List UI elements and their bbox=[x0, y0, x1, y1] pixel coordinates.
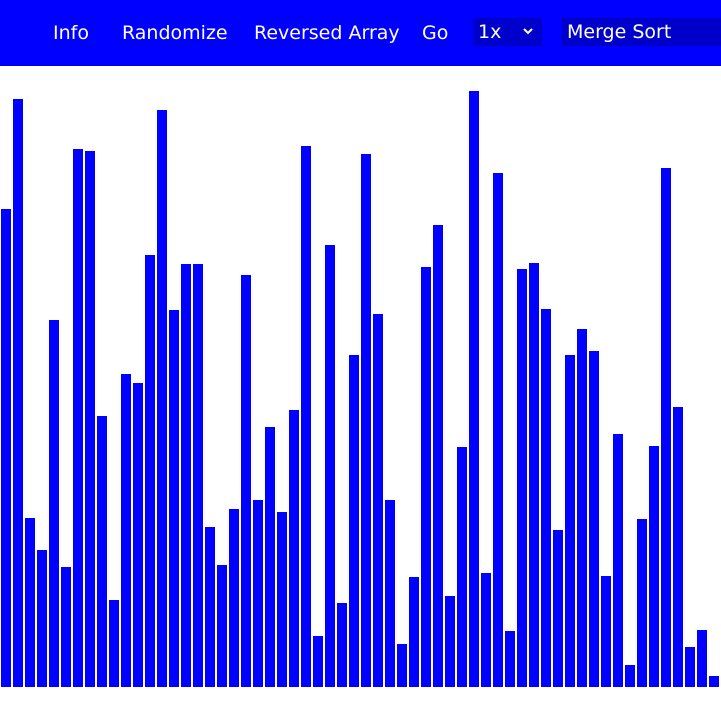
array-bar bbox=[517, 269, 527, 687]
array-bar bbox=[553, 530, 563, 687]
array-bar bbox=[529, 263, 539, 687]
bars-svg bbox=[1, 91, 719, 687]
array-bar bbox=[469, 91, 479, 687]
info-button[interactable]: Info bbox=[53, 22, 89, 44]
array-bar bbox=[97, 416, 107, 687]
array-bar bbox=[601, 576, 611, 687]
chevron-down-icon bbox=[523, 18, 533, 46]
speed-select[interactable]: 1x bbox=[473, 18, 542, 46]
array-bar bbox=[589, 351, 599, 687]
array-bar bbox=[73, 149, 83, 687]
array-bar bbox=[373, 314, 383, 687]
array-bar bbox=[661, 168, 671, 687]
array-bar bbox=[253, 500, 263, 687]
array-bar bbox=[301, 146, 311, 687]
array-bar bbox=[25, 518, 35, 687]
array-bar bbox=[409, 577, 419, 687]
array-bar bbox=[133, 383, 143, 687]
algorithm-select-value: Merge Sort bbox=[567, 21, 672, 43]
randomize-button[interactable]: Randomize bbox=[122, 22, 228, 44]
array-bar bbox=[145, 255, 155, 687]
speed-select-value: 1x bbox=[478, 21, 502, 43]
array-bar bbox=[241, 275, 251, 687]
array-bar bbox=[205, 527, 215, 687]
array-bar bbox=[217, 565, 227, 687]
array-bar bbox=[193, 264, 203, 687]
array-bar bbox=[337, 603, 347, 687]
algorithm-select[interactable]: Merge Sort bbox=[562, 18, 721, 46]
bar-visualization bbox=[0, 66, 721, 721]
array-bar bbox=[121, 374, 131, 687]
array-bar bbox=[421, 267, 431, 687]
array-bar bbox=[637, 519, 647, 687]
array-bar bbox=[397, 644, 407, 687]
array-bar bbox=[325, 245, 335, 687]
array-bar bbox=[277, 512, 287, 687]
array-bar bbox=[349, 355, 359, 687]
array-bar bbox=[445, 596, 455, 687]
reversed-array-button[interactable]: Reversed Array bbox=[254, 22, 400, 44]
array-bar bbox=[109, 600, 119, 687]
array-bar bbox=[49, 320, 59, 687]
array-bar bbox=[457, 447, 467, 687]
array-bar bbox=[541, 309, 551, 687]
array-bar bbox=[61, 567, 71, 687]
top-navbar: Info Randomize Reversed Array Go 1x Merg… bbox=[0, 0, 721, 66]
array-bar bbox=[649, 446, 659, 687]
array-bar bbox=[289, 410, 299, 687]
array-bar bbox=[505, 631, 515, 687]
array-bar bbox=[37, 550, 47, 687]
array-bar bbox=[577, 329, 587, 687]
array-bar bbox=[493, 173, 503, 687]
array-bar bbox=[613, 434, 623, 687]
go-button[interactable]: Go bbox=[422, 22, 449, 44]
array-bar bbox=[181, 264, 191, 687]
array-bar bbox=[385, 500, 395, 687]
array-bar bbox=[361, 154, 371, 687]
array-bar bbox=[1, 209, 11, 687]
array-bar bbox=[229, 509, 239, 687]
array-bar bbox=[169, 310, 179, 687]
array-bar bbox=[265, 427, 275, 687]
array-bar bbox=[565, 355, 575, 687]
array-bar bbox=[481, 573, 491, 687]
array-bar bbox=[13, 99, 23, 687]
array-bar bbox=[673, 407, 683, 687]
array-bar bbox=[85, 151, 95, 687]
array-bar bbox=[433, 225, 443, 687]
array-bar bbox=[709, 676, 719, 687]
array-bar bbox=[685, 647, 695, 687]
array-bar bbox=[697, 630, 707, 687]
array-bar bbox=[313, 636, 323, 687]
array-bar bbox=[157, 110, 167, 687]
array-bar bbox=[625, 665, 635, 687]
